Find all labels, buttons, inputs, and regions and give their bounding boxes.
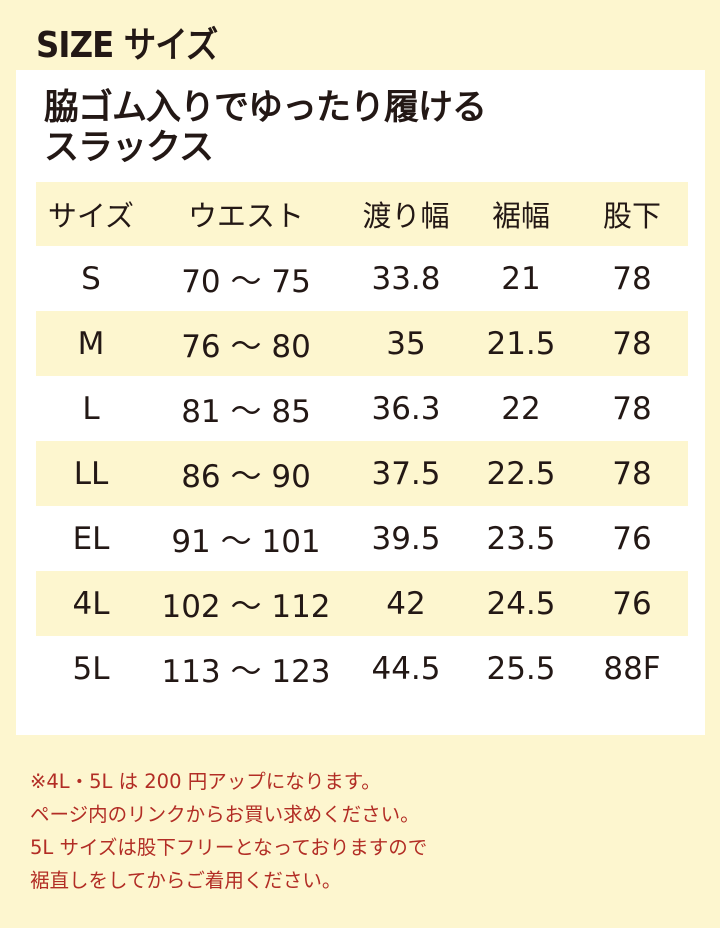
notes: ※4L・5L は 200 円アップになります。 ページ内のリンクからお買い求めく…	[30, 765, 427, 897]
heading-line-2: スラックス	[44, 128, 214, 168]
cell-thigh: 37.5	[371, 455, 441, 492]
table-row: EL 91 ～ 101 39.5 23.5 76	[36, 506, 688, 571]
cell-inseam: 76	[612, 520, 652, 557]
cell-hem: 22.5	[486, 455, 556, 492]
cell-inseam: 78	[612, 260, 652, 297]
table-row: M 76 ～ 80 35 21.5 78	[36, 311, 688, 376]
note-line: ページ内のリンクからお買い求めください。	[30, 803, 420, 826]
cell-thigh: 44.5	[371, 650, 441, 687]
header-waist: ウエスト	[187, 199, 304, 233]
header-hem: 裾幅	[491, 199, 550, 233]
cell-size: LL	[73, 455, 109, 492]
cell-thigh: 35	[386, 325, 426, 362]
header-inseam: 股下	[602, 199, 661, 233]
cell-waist: 81 ～ 85	[181, 394, 311, 430]
table-row: S 70 ～ 75 33.8 21 78	[36, 246, 688, 311]
note-line: ※4L・5L は 200 円アップになります。	[30, 770, 381, 793]
cell-hem: 23.5	[486, 520, 556, 557]
cell-waist: 86 ～ 90	[181, 459, 311, 495]
heading-line-1: 脇ゴム入りでゆったり履ける	[44, 88, 487, 128]
table-row: 5L 113 ～ 123 44.5 25.5 88F	[36, 636, 688, 701]
cell-waist: 70 ～ 75	[181, 264, 311, 300]
cell-waist: 76 ～ 80	[181, 329, 311, 365]
cell-size: 4L	[72, 585, 110, 622]
size-table: サイズ ウエスト 渡り幅 裾幅 股下 S 70 ～ 75 33.8 21 78 M 76 ～…	[36, 182, 688, 701]
cell-waist: 113 ～ 123	[161, 654, 331, 690]
cell-hem: 21	[501, 260, 541, 297]
cell-hem: 25.5	[486, 650, 556, 687]
cell-waist: 91 ～ 101	[171, 524, 321, 560]
note-line: 裾直しをしてからご着用ください。	[30, 869, 342, 892]
cell-waist: 102 ～ 112	[161, 589, 331, 625]
cell-inseam: 78	[612, 455, 652, 492]
cell-inseam: 76	[612, 585, 652, 622]
table-row: L 81 ～ 85 36.3 22 78	[36, 376, 688, 441]
cell-size: 5L	[72, 650, 110, 687]
cell-inseam: 78	[612, 325, 652, 362]
cell-hem: 24.5	[486, 585, 556, 622]
product-heading: 脇ゴム入りでゆったり履ける スラックス	[44, 88, 487, 168]
page-title: SIZE サイズ	[36, 25, 218, 66]
header-thigh: 渡り幅	[362, 199, 450, 233]
header-size: サイズ	[47, 199, 135, 233]
cell-size: EL	[72, 520, 110, 557]
cell-size: S	[81, 260, 101, 297]
cell-hem: 22	[501, 390, 541, 427]
cell-inseam: 88F	[603, 650, 661, 687]
table-row: 4L 102 ～ 112 42 24.5 76	[36, 571, 688, 636]
table-header: サイズ ウエスト 渡り幅 裾幅 股下	[36, 182, 688, 246]
cell-size: M	[77, 325, 105, 362]
cell-thigh: 36.3	[371, 390, 441, 427]
note-line: 5L サイズは股下フリーとなっておりますので	[30, 836, 428, 859]
cell-size: L	[82, 390, 100, 427]
cell-thigh: 42	[386, 585, 426, 622]
table-row: LL 86 ～ 90 37.5 22.5 78	[36, 441, 688, 506]
cell-thigh: 33.8	[371, 260, 441, 297]
cell-thigh: 39.5	[371, 520, 441, 557]
cell-hem: 21.5	[486, 325, 556, 362]
cell-inseam: 78	[612, 390, 652, 427]
